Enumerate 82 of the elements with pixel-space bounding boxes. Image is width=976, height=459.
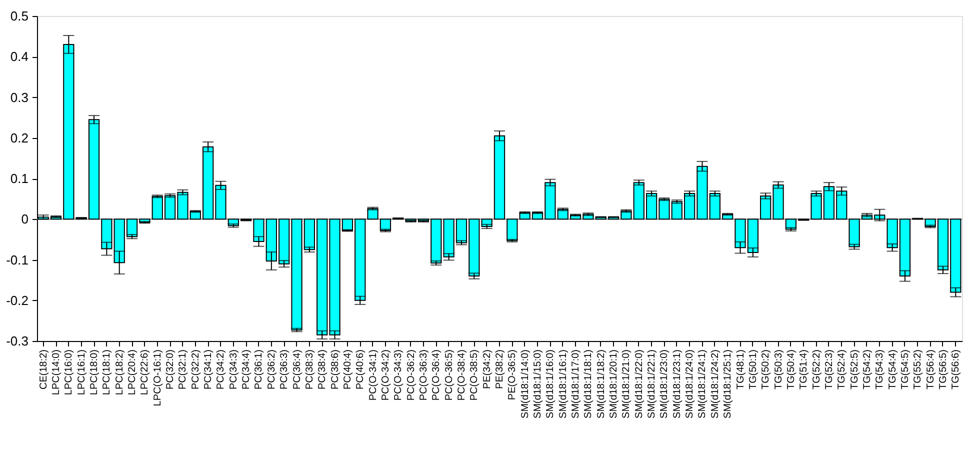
x-tick-label: PC(36:4) (292, 350, 303, 390)
x-tick-label: PC(32:0) (165, 350, 176, 390)
y-tick-label: 0.2 (10, 130, 28, 146)
x-tick-label: TG(50:3) (773, 350, 784, 390)
x-tick-label: PC(O-36:3) (418, 350, 430, 401)
x-tick-label: SM(d18:1/25:1) (722, 350, 734, 418)
y-tick-label: 0.1 (10, 171, 28, 186)
x-tick-label: TG(52:5) (849, 350, 860, 390)
x-tick-label: SM(d18:1/24:2) (710, 350, 721, 418)
y-tick-label: 0.4 (10, 49, 28, 64)
x-tick-label: PC(O-38:5) (469, 350, 480, 401)
x-tick-label: SM(d18:1/15:0) (532, 350, 544, 418)
x-tick-label: PC(32:1) (178, 350, 189, 390)
x-tick-label: LPC(16:0) (64, 350, 75, 396)
x-tick-label: SM(d18:1/16:0) (545, 350, 556, 418)
x-tick-label: CE(18:2) (38, 350, 50, 390)
x-tick-label: PC(O-34:1) (368, 350, 379, 401)
x-tick-label: PC(34:2) (216, 350, 227, 390)
x-tick-label: SM(d18:1/24:0) (684, 350, 696, 418)
y-tick-label: -0.3 (6, 334, 28, 348)
x-tick-label: SM(d18:1/23:0) (659, 350, 670, 418)
x-tick-label: SM(d18:1/16:1) (558, 350, 569, 418)
x-tick-label: LPC(20:4) (127, 350, 138, 396)
x-tick-label: TG(54:2) (862, 350, 873, 390)
x-tick-label: TG(56:6) (950, 350, 962, 390)
x-tick-label: SM(d18:1/21:0) (621, 350, 632, 418)
y-tick-label: -0.2 (6, 292, 28, 308)
x-tick-label: SM(d18:1/23:1) (672, 350, 683, 418)
x-tick-label: PC(O-36:5) (444, 350, 455, 401)
x-tick-label: TG(54:3) (874, 350, 886, 390)
x-tick-label: LPC(22:6) (140, 350, 151, 396)
y-tick-label: 0.3 (10, 90, 28, 105)
x-tick-label: TG(54:4) (887, 350, 898, 390)
x-tick-label: PE(34:2) (482, 350, 493, 389)
x-tick-label: TG(50:1) (748, 350, 759, 390)
x-tick-label: SM(d18:1/14:0) (520, 350, 531, 418)
x-tick-label: PE(O-36:5) (507, 350, 518, 400)
x-tick-label: TG(51:4) (798, 350, 810, 390)
x-tick-label: TG(52:3) (824, 350, 835, 390)
x-tick-label: LPC(14:0) (51, 350, 62, 396)
x-tick-label: SM(d18:1/18:2) (596, 350, 607, 418)
x-tick-label: PC(40:4) (342, 350, 354, 390)
x-tick-label: SM(d18:1/24:1) (697, 350, 708, 418)
x-tick-label: TG(50:2) (760, 350, 772, 390)
x-tick-label: SM(d18:1/20:1) (608, 350, 620, 418)
x-tick-label: LPC(O-16:1) (152, 350, 164, 406)
x-tick-label: PC(O-34:3) (393, 350, 404, 401)
y-tick-label: 0 (21, 212, 28, 227)
x-tick-label: TG(50:4) (786, 350, 797, 390)
x-tick-label: PC(36:3) (279, 350, 290, 390)
x-tick-label: TG(52:4) (836, 350, 848, 390)
x-tick-label: PC(40:6) (355, 350, 366, 390)
y-tick-label: -0.1 (6, 252, 28, 268)
x-tick-label: TG(56:4) (925, 350, 936, 390)
x-tick-label: PC(O-34:2) (380, 350, 392, 401)
x-tick-label: PC(34:1) (203, 350, 214, 390)
x-tick-label: LPC(18:0) (89, 350, 100, 396)
x-tick-label: SM(d18:1/22:0) (634, 350, 645, 418)
x-tick-label: PC(O-36:4) (431, 350, 442, 401)
x-tick-label: PC(O-38:4) (456, 350, 468, 401)
x-tick-label: PC(36:1) (254, 350, 265, 390)
x-tick-label: LPC(16:1) (76, 350, 88, 396)
x-tick-label: PC(34:4) (241, 350, 252, 390)
x-tick-label: TG(54:5) (900, 350, 911, 390)
y-tick-label: 0.5 (10, 8, 28, 24)
x-tick-label: SM(d18:1/22:1) (646, 350, 658, 418)
x-tick-label: LPC(18:1) (102, 350, 113, 396)
x-tick-label: PC(36:2) (266, 350, 278, 390)
x-tick-label: TG(48:1) (735, 350, 746, 390)
x-tick-label: TG(56:5) (938, 350, 949, 390)
x-tick-label: PC(32:2) (190, 350, 202, 390)
x-tick-label: SM(d18:1/18:1) (583, 350, 594, 418)
x-tick-label: PE(38:2) (494, 350, 506, 389)
x-tick-label: PC(38:4) (317, 350, 328, 390)
x-tick-label: TG(52:2) (811, 350, 822, 390)
x-tick-label: PC(38:3) (304, 350, 316, 390)
x-tick-label: SM(d18:1/17:0) (570, 350, 582, 418)
x-tick-label: LPC(18:2) (114, 350, 126, 396)
x-tick-label: PC(38:6) (330, 350, 341, 390)
x-tick-label: PC(34:3) (228, 350, 240, 390)
x-tick-label: PC(O-36:2) (406, 350, 417, 401)
x-tick-label: TG(55:2) (912, 350, 924, 390)
